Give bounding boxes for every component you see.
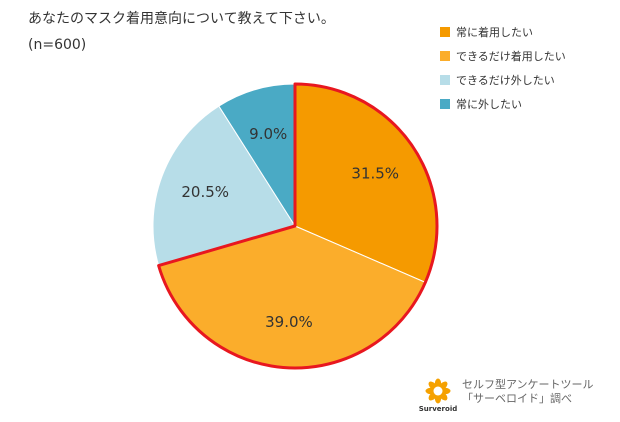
pie-slice [152, 105, 296, 267]
slice-label: 31.5% [351, 164, 399, 182]
legend-item: 常に外したい [440, 96, 566, 112]
slice-label: 9.0% [249, 125, 287, 143]
highlight-outline [157, 82, 439, 370]
logo-text: Surveroid [418, 405, 458, 413]
legend-swatch [440, 75, 450, 85]
credit-line-1: セルフ型アンケートツール [462, 378, 594, 391]
pie-slice [218, 83, 296, 228]
surveroid-logo: Surveroid [418, 378, 458, 413]
sample-size: (n=600) [28, 37, 87, 53]
credit-line-2: 「サーベロイド」調べ [462, 392, 572, 405]
legend-swatch [440, 27, 450, 37]
legend-label: できるだけ着用したい [456, 50, 566, 63]
legend-swatch [440, 51, 450, 61]
slice-label: 20.5% [181, 183, 229, 201]
legend-label: 常に着用したい [456, 26, 533, 39]
legend-item: できるだけ外したい [440, 72, 566, 88]
legend-label: 常に外したい [456, 98, 522, 111]
source-credit: Surveroid セルフ型アンケートツール 「サーベロイド」調べ [418, 378, 594, 413]
legend-swatch [440, 99, 450, 109]
credit-text: セルフ型アンケートツール 「サーベロイド」調べ [462, 378, 594, 406]
flower-logo-icon [425, 378, 451, 404]
legend: 常に着用したい できるだけ着用したい できるだけ外したい 常に外したい [440, 24, 566, 120]
legend-label: できるだけ外したい [456, 74, 555, 87]
logo-center [433, 386, 443, 396]
slice-label: 39.0% [265, 313, 313, 331]
chart-title: あなたのマスク着用意向について教えて下さい。 [28, 11, 335, 27]
legend-item: 常に着用したい [440, 24, 566, 40]
legend-item: できるだけ着用したい [440, 48, 566, 64]
